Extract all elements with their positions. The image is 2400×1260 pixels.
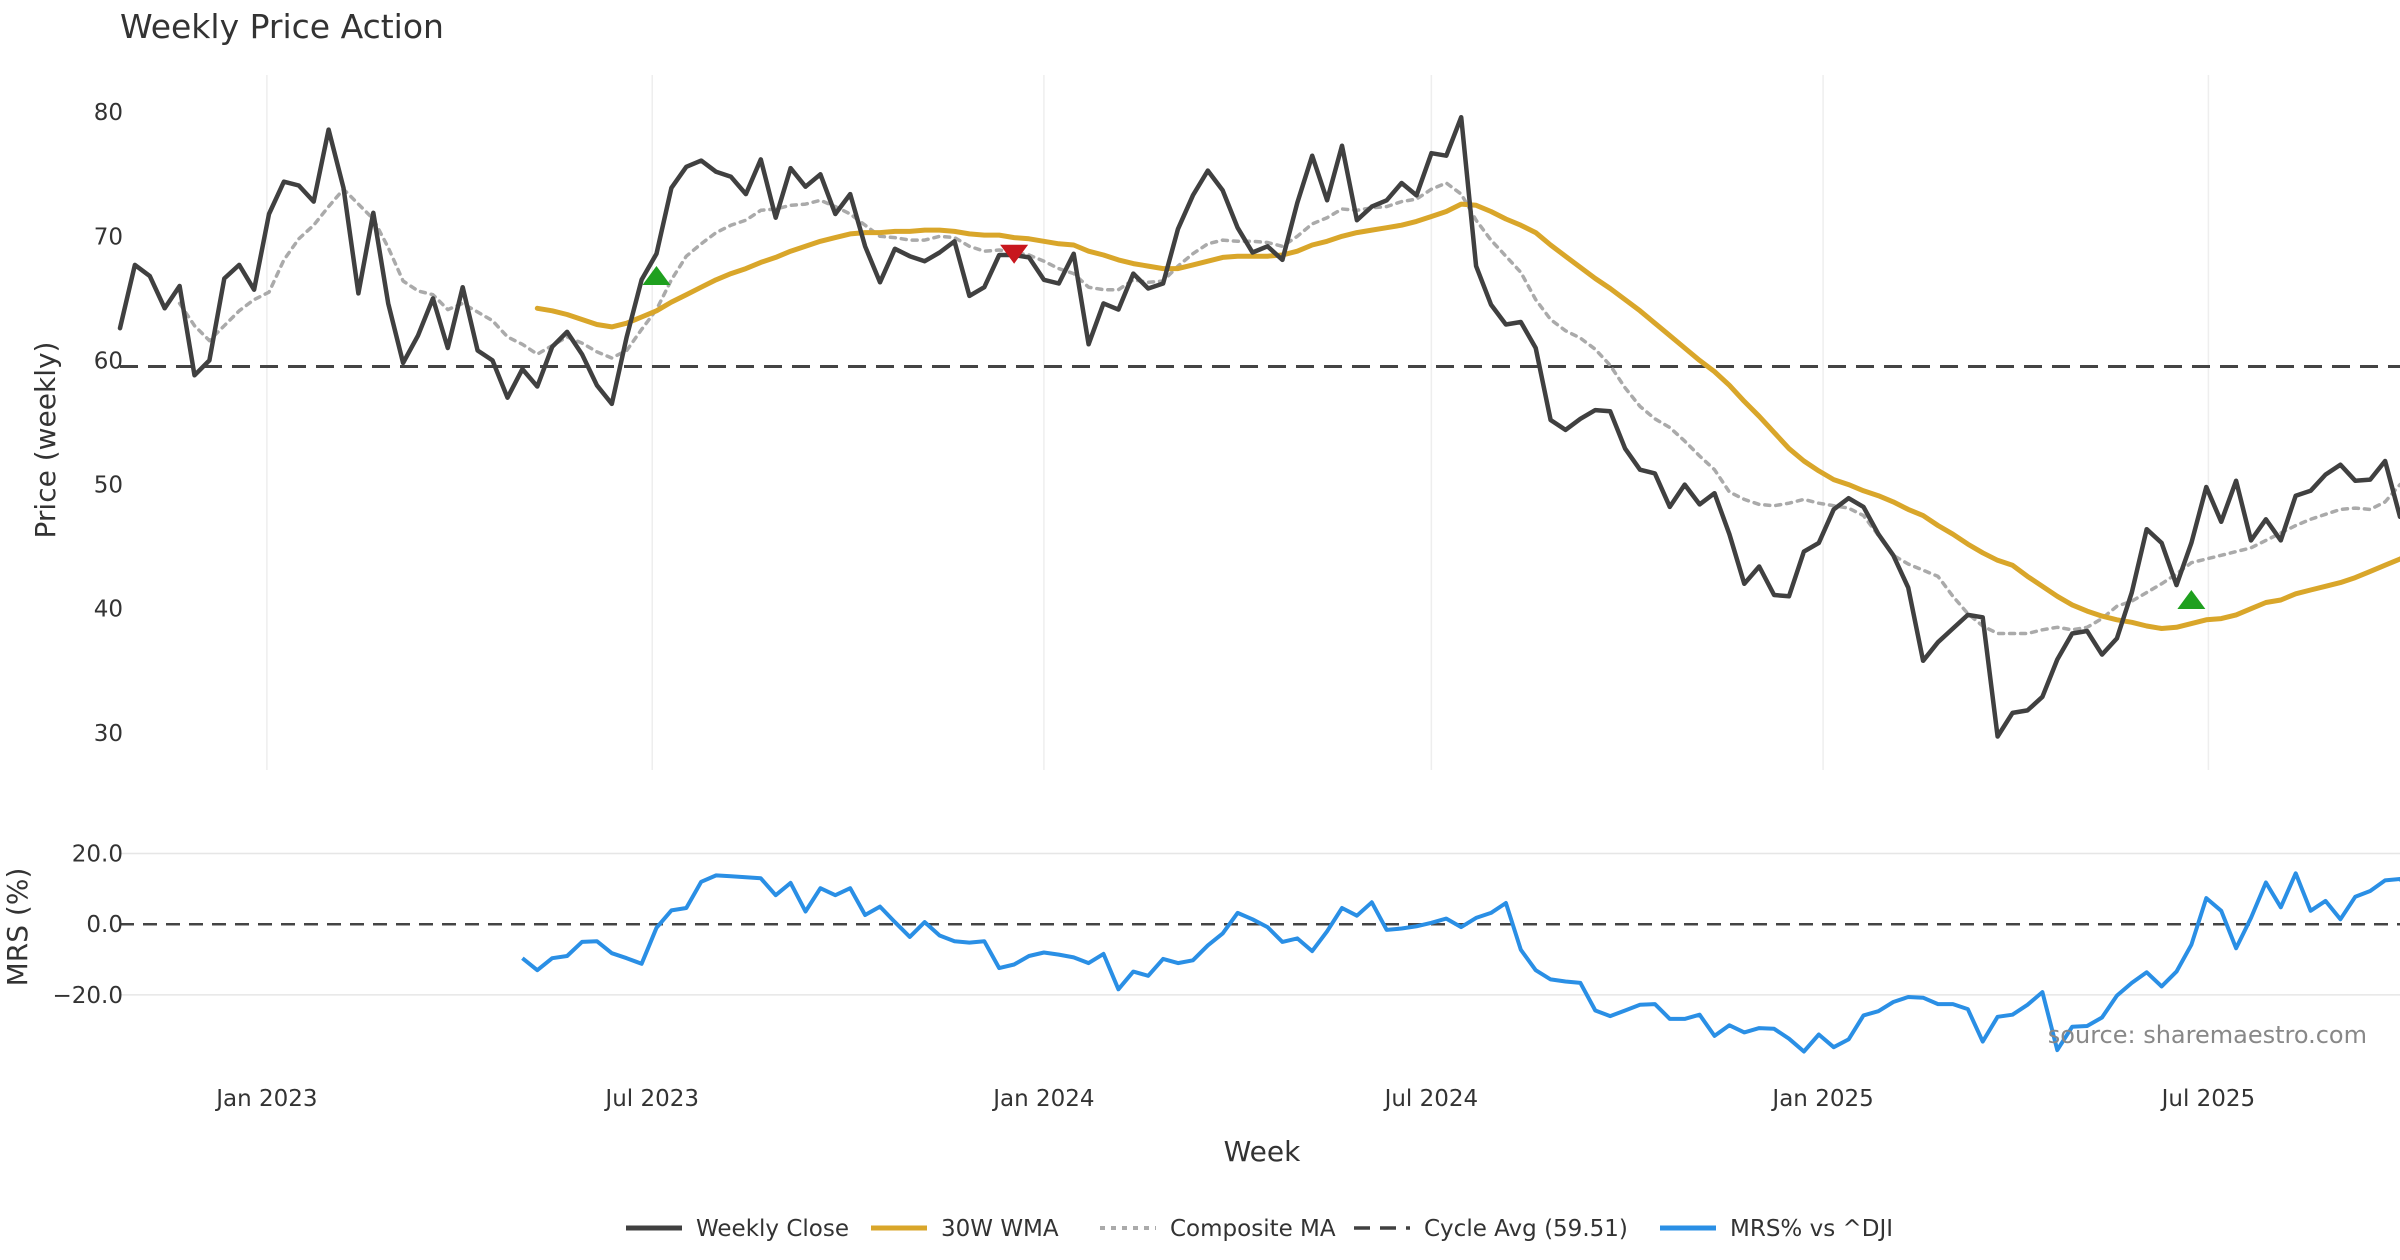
chart-title: Weekly Price Action [120,7,444,46]
price-y-tick-label: 60 [94,348,123,374]
series-mrs [521,871,2400,1054]
price-y-tick-label: 80 [94,100,123,126]
series-weekly-close [117,114,2400,739]
mrs-ylabel: MRS (%) [1,868,34,987]
x-tick-label: Jul 2023 [603,1086,699,1112]
buy-signal-marker [2177,589,2206,609]
mrs-y-tick-label: 0.0 [86,912,123,938]
price-panel: 30 40 50 60 70 80 Price (weekly) [29,75,2400,770]
legend-label: Weekly Close [696,1216,849,1242]
price-y-tick-label: 70 [94,224,123,250]
x-tick-label: Jul 2024 [1383,1086,1479,1112]
price-y-tick-label: 50 [94,473,123,499]
price-y-tick-label: 30 [94,721,123,747]
price-ylabel: Price (weekly) [29,342,62,539]
series-30w-wma [534,201,2400,631]
buy-signal-marker [642,266,671,286]
x-axis-title: Week [1224,1135,1301,1168]
x-tick-label: Jul 2025 [2160,1086,2256,1112]
legend: Weekly Close 30W WMA Composite MA Cycle Avg… [626,1216,1893,1242]
legend-label: MRS% vs ^DJI [1730,1216,1893,1242]
mrs-panel: −20.0 0.0 20.0 MRS (%) source: sharemaestr… [1,842,2400,1054]
x-tick-label: Jan 2025 [1770,1086,1873,1112]
mrs-y-tick-label: 20.0 [72,842,123,868]
mrs-y-tick-label: −20.0 [53,983,123,1009]
legend-label: 30W WMA [941,1216,1059,1242]
price-y-tick-label: 40 [94,597,123,623]
sell-signal-marker [1000,244,1029,264]
x-tick-label: Jan 2024 [991,1086,1094,1112]
legend-label: Composite MA [1170,1216,1336,1242]
source-label: source: sharemaestro.com [2048,1021,2367,1049]
x-tick-label: Jan 2023 [214,1086,317,1112]
legend-label: Cycle Avg (59.51) [1424,1216,1628,1242]
x-axis-ticks: Jan 2023 Jul 2023 Jan 2024 Jul 2024 Jan 2025… [214,1086,2255,1112]
